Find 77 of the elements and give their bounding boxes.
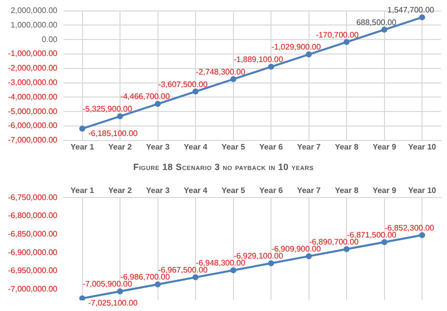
data-label: -170,700.00	[316, 30, 360, 40]
y-tick-label: -6,900,000.00	[8, 248, 58, 257]
x-tick-label: Year 5	[222, 186, 246, 196]
data-label: -6,909,900.00	[271, 244, 322, 254]
x-tick-label: Year 9	[372, 186, 397, 196]
point	[381, 26, 388, 33]
point	[268, 260, 274, 266]
data-label: -5,325,900.00	[82, 104, 133, 114]
x-tick-label: Year 4	[184, 142, 208, 152]
y-tick-label: -6,000,000.00	[8, 121, 58, 130]
x-tick-label: Year 7	[297, 186, 322, 196]
x-tick-label: Year 2	[108, 186, 132, 196]
data-label: -3,607,500.00	[158, 80, 208, 89]
y-tick-label: 1,000,000.00	[10, 20, 58, 30]
x-tick-label: Year 1	[70, 142, 95, 152]
y-tick-label: -7,000,000.00	[8, 136, 58, 145]
y-tick-label: -3,000,000.00	[8, 78, 58, 88]
point	[230, 76, 236, 82]
x-tick-label: Year 10	[408, 186, 437, 196]
point	[230, 267, 236, 274]
data-label: -6,890,700.00	[309, 237, 360, 246]
y-tick-label: -7,000,000.00	[8, 284, 58, 294]
x-tick-label: Year 2	[108, 142, 132, 152]
data-label: -2,748,300.00	[196, 67, 246, 76]
point	[192, 88, 199, 95]
point	[154, 281, 161, 288]
x-tick-label: Year 9	[372, 142, 397, 152]
data-label: 688,500.00	[356, 18, 397, 27]
point	[154, 100, 161, 107]
x-tick-label: Year 6	[259, 142, 284, 152]
x-tick-label: Year 1	[70, 186, 95, 196]
y-tick-label: -1,000,000.00	[8, 49, 58, 58]
point	[306, 253, 312, 260]
point	[306, 51, 312, 58]
y-tick-label: -6,750,000.00	[8, 192, 58, 202]
x-tick-label: Year 7	[297, 142, 322, 152]
point	[79, 295, 86, 300]
x-tick-label: Year 5	[222, 142, 246, 152]
data-label: -6,852,300.00	[384, 223, 435, 232]
data-label: -7,025,100.00	[88, 298, 138, 308]
data-label: -6,986,700.00	[120, 272, 170, 282]
y-tick-label: 2,000,000.00	[10, 6, 58, 16]
caption: Figure 18 Scenario 3 no payback in 10 years	[132, 161, 315, 174]
y-tick-label: -6,800,000.00	[8, 211, 58, 220]
point	[419, 14, 426, 20]
data-label: -6,185,100.00	[88, 128, 138, 138]
x-tick-label: Year 10	[408, 142, 437, 152]
data-label: 1,547,700.00	[387, 6, 435, 15]
data-label: -6,948,300.00	[196, 258, 246, 268]
x-tick-label: Year 8	[334, 142, 359, 152]
x-tick-label: Year 3	[146, 142, 170, 152]
point	[419, 232, 426, 238]
data-label: -4,466,700.00	[120, 92, 170, 102]
y-tick-label: -5,000,000.00	[8, 106, 58, 116]
x-tick-label: Year 4	[184, 186, 208, 196]
data-label: -1,029,900.00	[271, 42, 322, 52]
x-tick-label: Year 3	[146, 186, 170, 196]
data-label: -6,929,100.00	[234, 251, 284, 260]
data-label: -7,005,900.00	[82, 280, 133, 289]
data-label: -6,871,500.00	[346, 230, 397, 240]
point	[344, 246, 350, 252]
y-tick-label: -6,950,000.00	[8, 266, 58, 276]
y-tick-label: -6,850,000.00	[8, 229, 58, 238]
point	[192, 274, 199, 280]
point	[117, 113, 124, 120]
point	[381, 239, 388, 246]
point	[79, 126, 86, 132]
y-tick-label: -2,000,000.00	[8, 64, 58, 73]
y-tick-label: -4,000,000.00	[8, 92, 58, 102]
point	[117, 288, 124, 294]
y-tick-label: 0.00	[42, 34, 58, 44]
point	[344, 39, 350, 46]
point	[268, 64, 274, 70]
x-tick-label: Year 6	[259, 186, 284, 196]
data-label: -6,967,500.00	[158, 266, 208, 274]
data-label: -1,889,100.00	[234, 55, 284, 64]
x-tick-label: Year 8	[334, 186, 359, 196]
